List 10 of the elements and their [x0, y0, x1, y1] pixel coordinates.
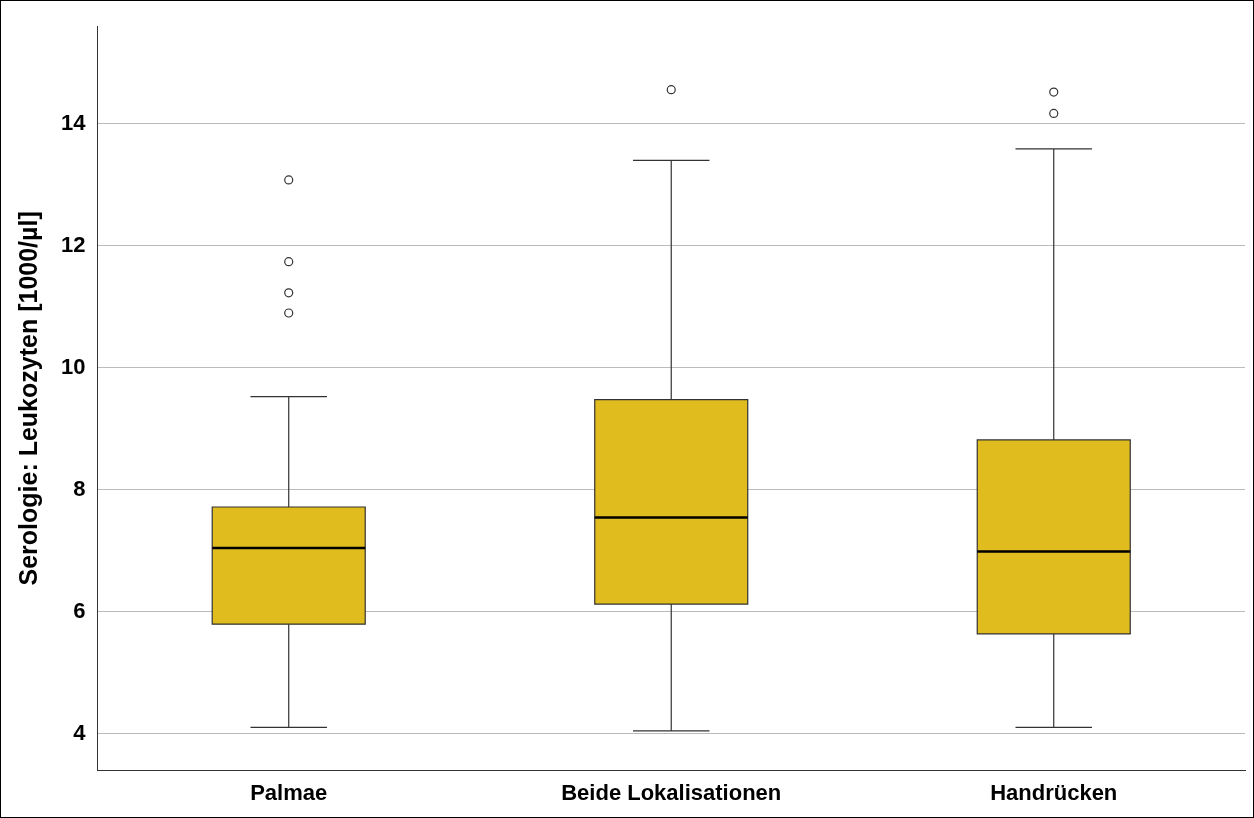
y-tick-label: 10: [60, 353, 86, 379]
y-tick-label: 6: [73, 598, 86, 624]
y-tick-label: 12: [60, 231, 86, 257]
y-tick-label: 8: [73, 475, 86, 501]
x-tick-label: Handrücken: [990, 779, 1118, 805]
x-tick-label: Palmae: [250, 779, 328, 805]
y-tick-label: 4: [73, 720, 87, 746]
x-tick-label: Beide Lokalisationen: [561, 779, 782, 805]
y-tick-label: 14: [60, 109, 87, 135]
y-axis-title: Serologie: Leukozyten [1000/µl]: [13, 211, 42, 586]
